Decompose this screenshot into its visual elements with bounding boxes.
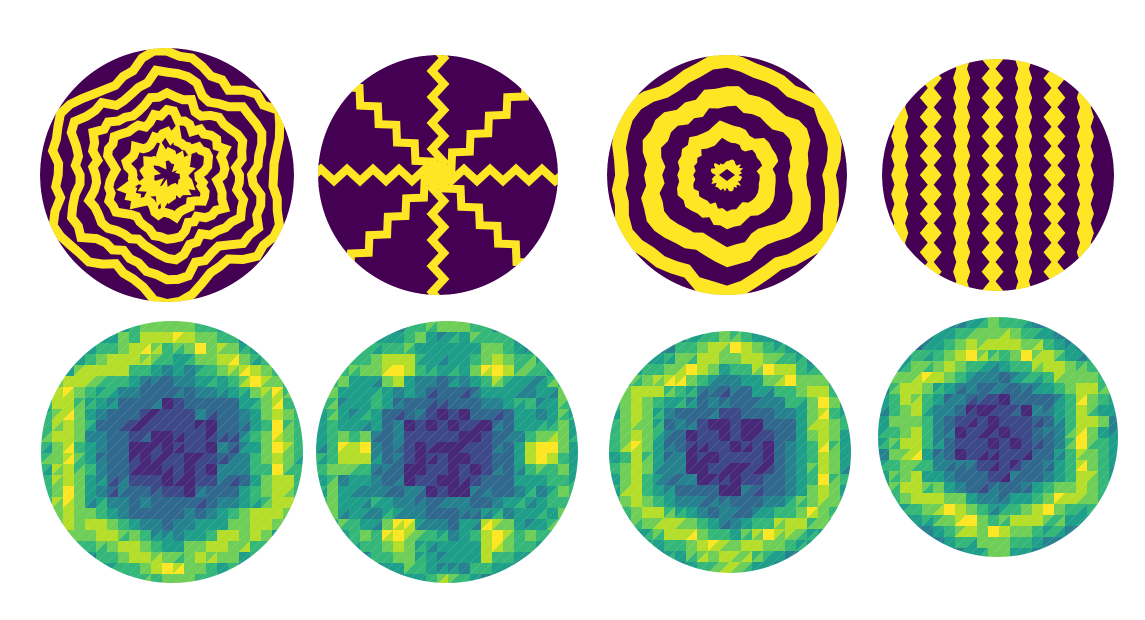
- concentric-rings-pattern: [40, 48, 294, 302]
- vertical-stripes-pattern: [882, 59, 1114, 291]
- hexagonal-ring-heatmap-4: [878, 317, 1118, 557]
- heatmap-row: [41, 317, 1118, 583]
- target-rings-pattern: [607, 55, 847, 295]
- hexagonal-ring-heatmap-3: [609, 331, 851, 573]
- hexagonal-ring-heatmap-2: [316, 321, 578, 583]
- radial-spokes-pattern: [318, 55, 558, 295]
- hexagonal-ring-heatmap-1: [41, 321, 303, 583]
- binary-pattern-row: [40, 48, 1114, 302]
